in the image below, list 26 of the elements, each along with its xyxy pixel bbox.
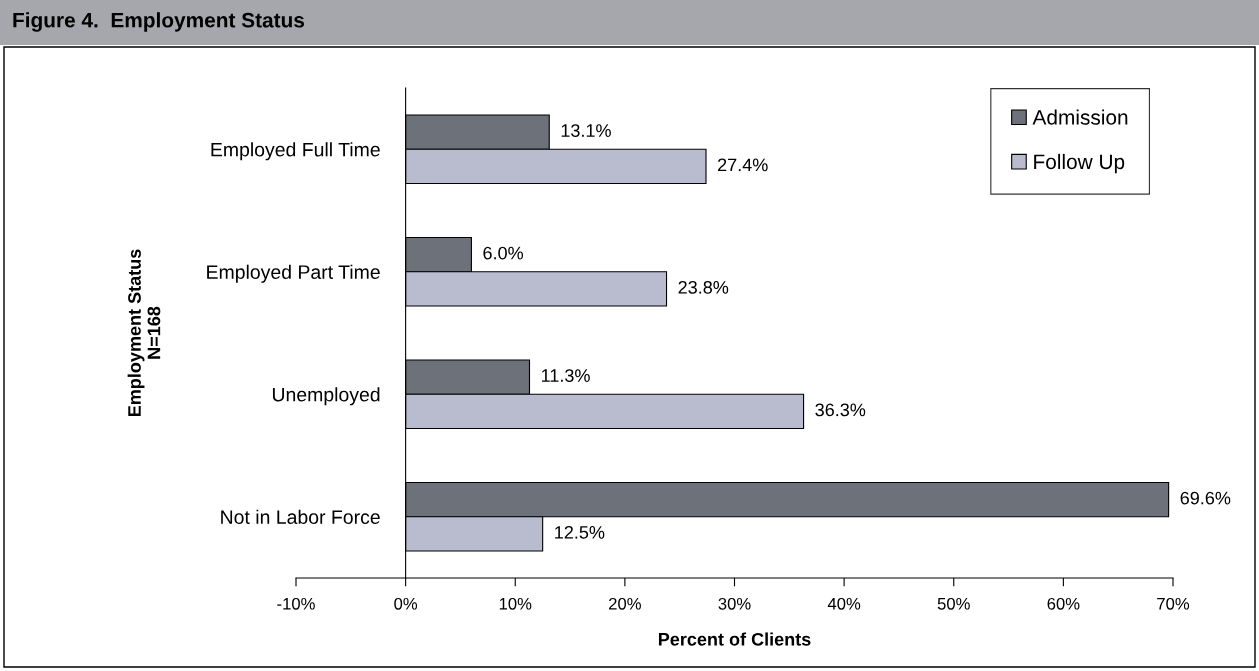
x-tick-label: 70% xyxy=(1157,597,1190,610)
x-tick-label: 60% xyxy=(1047,597,1080,610)
y-tick-label: Unemployed xyxy=(272,387,380,406)
y-tick-label: Not in Labor Force xyxy=(221,509,380,524)
data-label: 23.8% xyxy=(678,280,729,294)
x-tick-label: 50% xyxy=(937,597,970,610)
x-tick-label: 30% xyxy=(718,597,751,610)
data-label: 27.4% xyxy=(718,158,768,172)
chart-title: Figure 4. Employment Status xyxy=(13,12,305,32)
data-label: 69.6% xyxy=(1180,491,1231,505)
x-tick-label: 0% xyxy=(394,597,418,610)
y-tick-label: Employed Part Time xyxy=(207,264,380,283)
y-axis-title: Employment Status N=168 xyxy=(127,249,161,417)
data-label: 13.1% xyxy=(561,124,611,137)
data-label: 12.5% xyxy=(555,525,605,539)
x-tick-label: 20% xyxy=(609,597,641,610)
x-tick-label: 40% xyxy=(827,597,861,610)
x-tick-label: -10% xyxy=(277,597,315,610)
data-label: 11.3% xyxy=(541,369,590,382)
y-tick-label: Employed Full Time xyxy=(211,142,380,161)
legend-label: Admission xyxy=(1032,109,1128,125)
data-label: 36.3% xyxy=(815,403,866,417)
x-tick-label: 10% xyxy=(499,597,532,610)
data-label: 6.0% xyxy=(483,246,524,260)
x-axis-title: Percent of Clients xyxy=(658,632,811,646)
legend-label: Follow Up xyxy=(1034,153,1125,174)
